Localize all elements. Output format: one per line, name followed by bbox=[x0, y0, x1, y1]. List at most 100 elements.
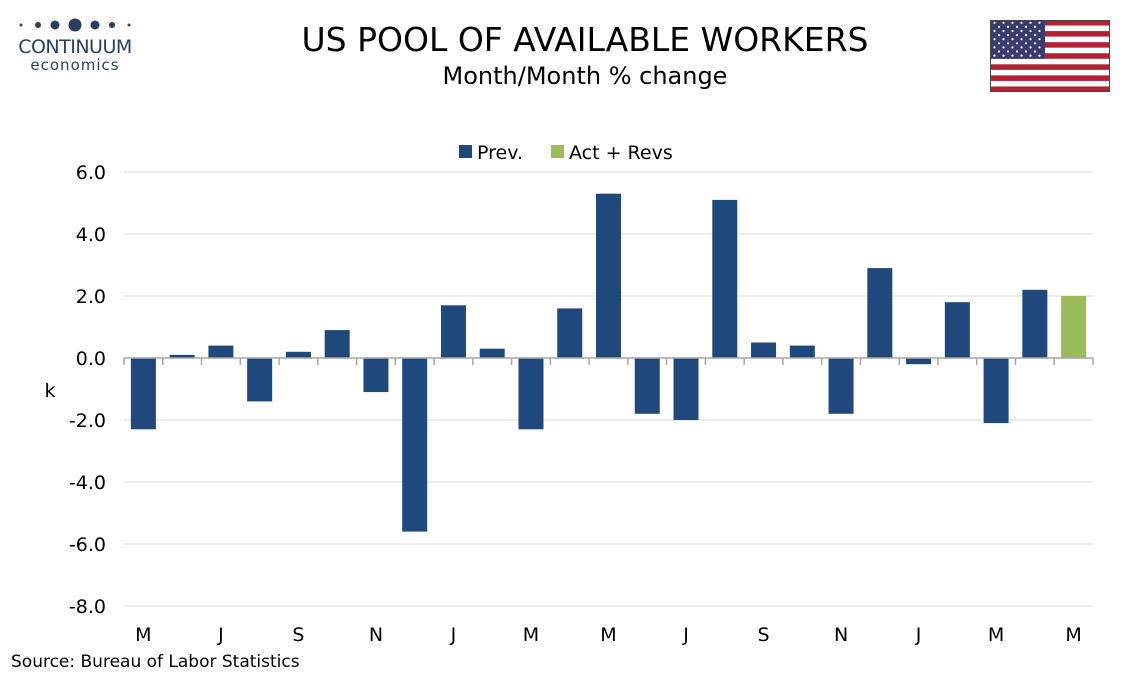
flag-star bbox=[1033, 34, 1037, 37]
flag-star bbox=[1038, 38, 1041, 41]
tick-labels: -8.0 -6.0 -4.0 -2.0 0.0 2.0 4.0 6.0 M J S N J M M J S N J M… bbox=[69, 162, 1082, 646]
x-tick-label: N bbox=[369, 624, 383, 646]
flag-star bbox=[1024, 50, 1028, 53]
x-tick-label: S bbox=[758, 624, 770, 646]
flag-star bbox=[1011, 54, 1014, 57]
bar-prev bbox=[440, 305, 466, 358]
bar-prev bbox=[479, 348, 505, 358]
bar-prev bbox=[712, 199, 738, 358]
x-tick-label: J bbox=[450, 624, 457, 646]
flag-stripe bbox=[990, 86, 1110, 92]
y-tick-label: -2.0 bbox=[69, 410, 106, 432]
flag-star bbox=[993, 21, 996, 24]
flag-star bbox=[1006, 42, 1010, 45]
source-note: Source: Bureau of Labor Statistics bbox=[11, 652, 300, 672]
flag-star bbox=[1006, 25, 1010, 28]
x-tick-label: N bbox=[834, 624, 848, 646]
bar-prev bbox=[634, 358, 660, 414]
bar-prev bbox=[1022, 289, 1048, 358]
y-axis-label: k bbox=[44, 380, 55, 402]
bar-prev bbox=[789, 345, 815, 358]
flag-star bbox=[997, 34, 1001, 37]
axes bbox=[123, 357, 1094, 365]
bar-prev bbox=[867, 268, 893, 358]
flag-star bbox=[1011, 29, 1014, 33]
legend-swatch-act-revs bbox=[551, 145, 564, 158]
bar-prev bbox=[285, 351, 311, 358]
bar-prev bbox=[751, 342, 777, 358]
y-tick-label: -6.0 bbox=[69, 534, 106, 556]
bar-prev bbox=[208, 345, 234, 358]
flag-stripe bbox=[990, 58, 1110, 65]
x-tick-label: J bbox=[682, 624, 689, 646]
flag-star bbox=[1002, 46, 1005, 49]
y-tick-label: -8.0 bbox=[69, 596, 106, 618]
flag-star bbox=[1015, 50, 1019, 53]
flag-star bbox=[1029, 29, 1032, 33]
flag-star bbox=[1024, 34, 1028, 37]
bar-prev bbox=[130, 358, 156, 430]
y-tick-label: 6.0 bbox=[76, 162, 106, 184]
flag-star bbox=[1002, 29, 1005, 33]
flag-stripe bbox=[990, 47, 1110, 54]
x-tick-label: M bbox=[135, 624, 151, 646]
flag-stripe bbox=[990, 69, 1110, 76]
x-tick-label: J bbox=[915, 624, 922, 646]
flag-star bbox=[1029, 54, 1032, 57]
flag-star bbox=[1006, 34, 1010, 37]
flag-star bbox=[997, 50, 1001, 53]
flag-star bbox=[1015, 34, 1019, 37]
bar-prev bbox=[363, 358, 389, 393]
flag-star bbox=[1002, 21, 1005, 24]
flag-stripe bbox=[990, 36, 1110, 43]
flag-star bbox=[1029, 46, 1032, 49]
x-tick-label: J bbox=[217, 624, 224, 646]
flag-star bbox=[1038, 21, 1041, 24]
flag-stripe bbox=[990, 25, 1110, 32]
y-tick-label: 4.0 bbox=[76, 224, 106, 246]
bar-prev bbox=[402, 358, 428, 532]
flag-star bbox=[1038, 54, 1041, 57]
x-tick-label: M bbox=[523, 624, 539, 646]
legend-swatch-prev bbox=[459, 145, 472, 158]
flag-stripe bbox=[990, 80, 1110, 87]
flag-star bbox=[1038, 29, 1041, 33]
flag-star bbox=[1038, 46, 1041, 49]
legend-label-prev: Prev. bbox=[477, 142, 523, 164]
flag-stripe bbox=[990, 53, 1110, 59]
flag-star bbox=[993, 29, 996, 33]
x-tick-label: M bbox=[1065, 624, 1081, 646]
x-tick-label: S bbox=[292, 624, 304, 646]
flag-stripe bbox=[990, 64, 1110, 71]
flag-star bbox=[1011, 21, 1014, 24]
flag-star bbox=[1020, 29, 1023, 33]
flag-star bbox=[1015, 25, 1019, 28]
flag-star bbox=[1024, 42, 1028, 45]
y-tick-label: 2.0 bbox=[76, 286, 106, 308]
bar-prev bbox=[169, 354, 195, 358]
flag-star bbox=[1020, 21, 1023, 24]
bars bbox=[130, 193, 1087, 532]
flag-star bbox=[1002, 38, 1005, 41]
flag-stripe bbox=[990, 20, 1110, 26]
flag-star bbox=[1011, 46, 1014, 49]
bar-prev bbox=[983, 358, 1009, 424]
logo-sub: economics bbox=[30, 56, 120, 74]
chart-title: US POOL OF AVAILABLE WORKERS bbox=[301, 20, 869, 59]
flag-star bbox=[1006, 50, 1010, 53]
chart-subtitle: Month/Month % change bbox=[442, 62, 728, 90]
x-tick-label: M bbox=[988, 624, 1004, 646]
flag-stripe bbox=[990, 75, 1110, 82]
logo-dots-icon bbox=[19, 18, 131, 32]
bar-prev bbox=[828, 358, 854, 414]
flag-star bbox=[1020, 54, 1023, 57]
flag-star bbox=[1020, 38, 1023, 41]
legend-label-act-revs: Act + Revs bbox=[569, 142, 673, 164]
logo-name: CONTINUUM bbox=[18, 36, 132, 58]
flag-star bbox=[1002, 54, 1005, 57]
flag-star bbox=[997, 42, 1001, 45]
bar-prev bbox=[906, 358, 932, 365]
flag-star bbox=[1020, 46, 1023, 49]
flag-star bbox=[1029, 38, 1032, 41]
